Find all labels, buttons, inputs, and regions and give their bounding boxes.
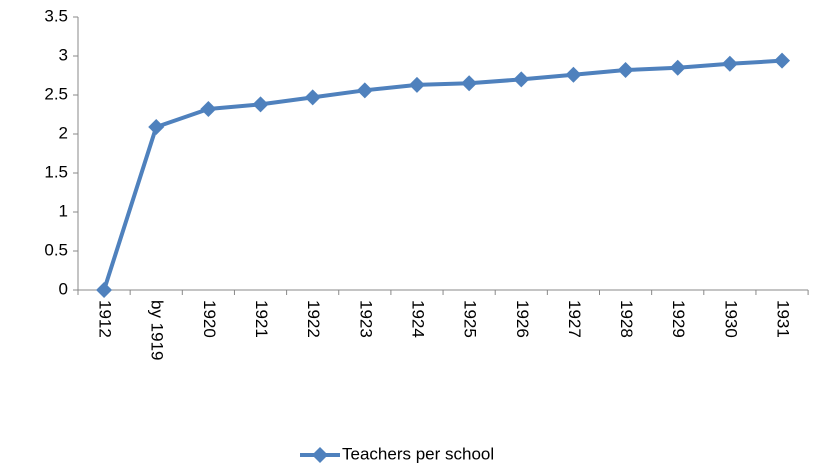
data-point bbox=[252, 96, 269, 113]
data-point bbox=[721, 55, 738, 72]
x-tick-label: 1927 bbox=[565, 300, 584, 338]
y-tick-label: 0.5 bbox=[44, 240, 68, 259]
data-point bbox=[565, 66, 582, 83]
x-tick-label: 1923 bbox=[356, 300, 375, 338]
x-tick-label: 1921 bbox=[252, 300, 271, 338]
x-tick-label: 1924 bbox=[408, 300, 427, 338]
x-tick-label: 1920 bbox=[200, 300, 219, 338]
x-tick-label: 1925 bbox=[461, 300, 480, 338]
y-tick-label: 2 bbox=[59, 123, 68, 142]
data-point bbox=[200, 101, 217, 118]
data-point bbox=[617, 62, 634, 79]
y-tick-label: 1.5 bbox=[44, 162, 68, 181]
data-point bbox=[669, 59, 686, 76]
y-tick-label: 3.5 bbox=[44, 6, 68, 25]
data-point bbox=[408, 76, 425, 93]
y-tick-label: 1 bbox=[59, 201, 68, 220]
data-line bbox=[102, 58, 783, 291]
y-tick-label: 2.5 bbox=[44, 84, 68, 103]
data-point bbox=[96, 282, 113, 298]
legend-label: Teachers per school bbox=[342, 444, 494, 463]
x-tick-label: 1929 bbox=[669, 300, 688, 338]
data-point bbox=[461, 75, 478, 92]
data-point bbox=[774, 52, 791, 69]
x-tick-label: 1928 bbox=[617, 300, 636, 338]
x-tick-label: 1930 bbox=[721, 300, 740, 338]
x-tick-label: 1922 bbox=[304, 300, 323, 338]
x-tick-label: 1912 bbox=[96, 300, 115, 338]
legend-marker bbox=[312, 447, 328, 463]
data-point bbox=[513, 71, 530, 88]
y-tick-label: 0 bbox=[59, 279, 68, 298]
data-point bbox=[304, 89, 321, 106]
data-point bbox=[356, 82, 373, 99]
y-tick-label: 3 bbox=[59, 45, 68, 64]
x-tick-label: 1931 bbox=[774, 300, 793, 338]
x-tick-label: by 1919 bbox=[148, 300, 167, 361]
x-tick-label: 1926 bbox=[513, 300, 532, 338]
data-point bbox=[148, 118, 165, 135]
